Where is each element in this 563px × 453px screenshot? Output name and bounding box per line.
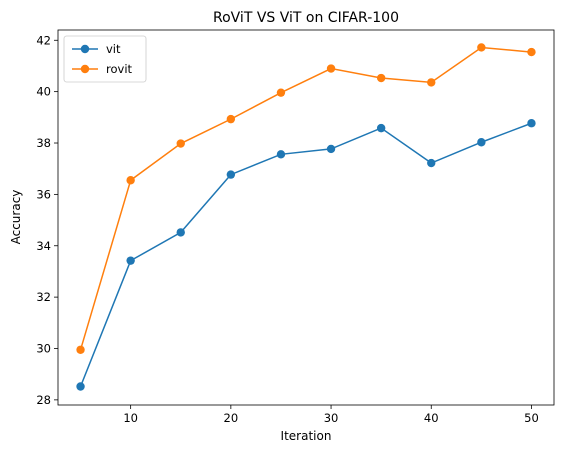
data-point-vit [176,228,185,237]
data-point-rovit [376,73,386,83]
y-tick-label: 36 [36,187,51,201]
legend-label-vit: vit [106,42,121,56]
data-point-vit [427,158,436,168]
data-point-rovit [176,139,185,148]
data-point-vit [226,170,236,179]
series-line-vit [79,122,532,387]
data-point-vit [326,144,336,154]
x-axis-label: Iteration [281,429,332,443]
data-point-vit [126,256,135,265]
legend-marker-rovit [80,64,90,74]
x-tick-label: 10 [123,411,138,425]
data-point-rovit [527,47,536,57]
y-tick-label: 42 [36,33,51,47]
legend-label-rovit: rovit [106,62,133,76]
data-point-rovit [76,345,85,354]
data-point-vit [477,138,486,147]
x-tick-label: 40 [424,411,439,425]
data-point-rovit [477,43,486,52]
legend-box [63,35,147,83]
chart-title: RoViT VS ViT on CIFAR-100 [213,10,399,26]
series-line-rovit [79,46,532,350]
data-point-vit [276,150,286,159]
data-point-rovit [226,114,236,124]
data-point-rovit [427,78,436,87]
x-tick-label: 30 [324,411,339,425]
x-tick-label: 20 [224,411,239,425]
x-tick-label: 50 [524,411,539,425]
data-point-vit [76,382,85,391]
data-point-rovit [326,64,336,73]
y-tick-label: 28 [36,393,51,407]
series-layer [76,43,536,391]
y-tick-label: 32 [36,290,51,304]
data-point-rovit [276,88,286,97]
y-tick-label: 34 [36,239,51,253]
y-axis: 28 30 32 34 36 38 40 42 [36,33,58,407]
y-tick-label: 38 [36,136,51,150]
plot-area [57,29,555,406]
y-tick-label: 30 [36,341,51,355]
legend-marker-vit [80,44,90,54]
y-axis-label: Accuracy [9,190,23,245]
y-tick-label: 40 [36,85,51,99]
data-point-vit [376,123,386,133]
legend: vit rovit [63,35,147,83]
x-axis: 10 20 30 40 50 [123,405,539,425]
data-point-rovit [126,176,135,185]
data-point-vit [527,119,536,128]
